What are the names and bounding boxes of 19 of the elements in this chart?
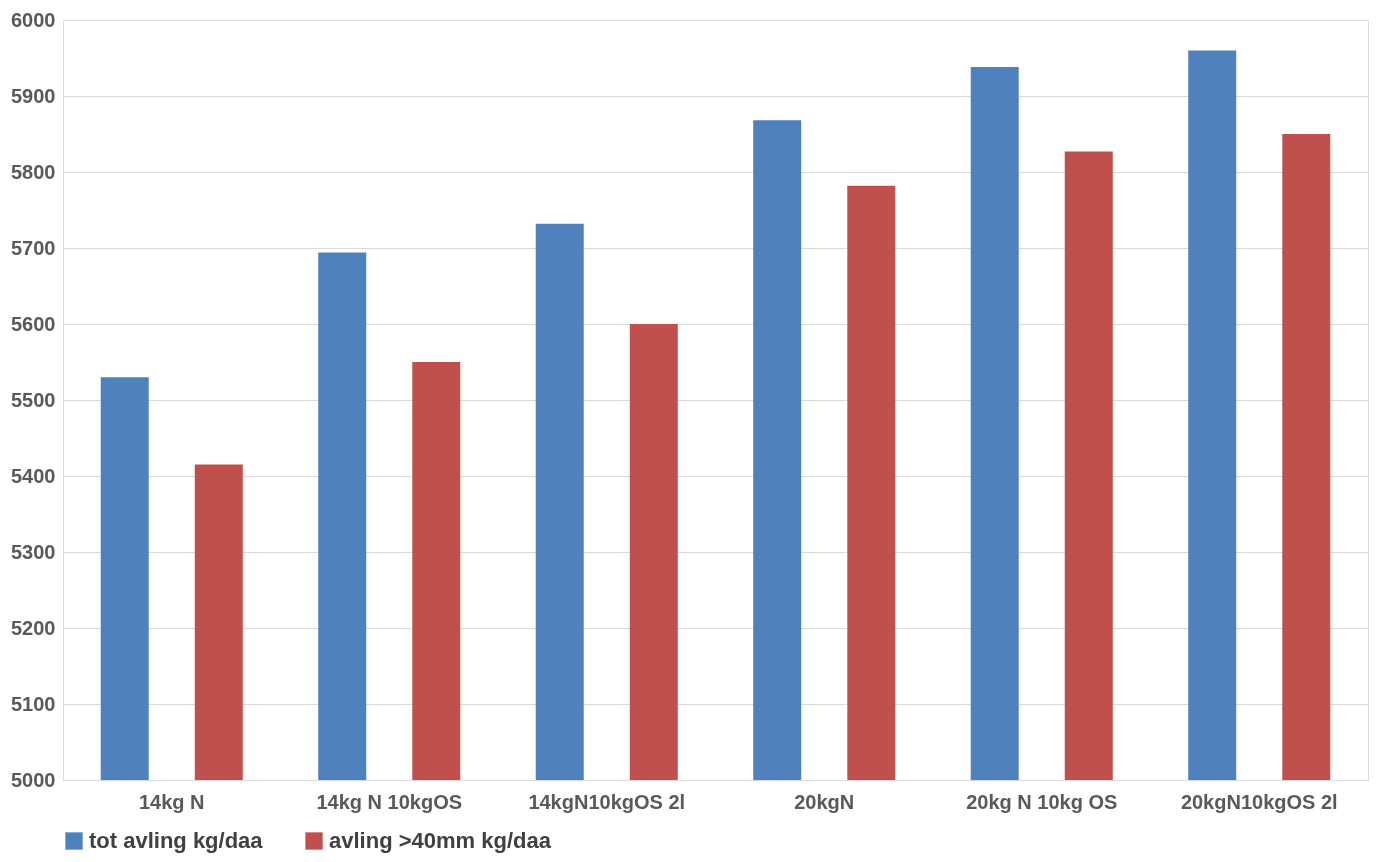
x-tick-label: 14kg N 10kgOS <box>316 790 463 813</box>
x-tick-label: 20kgN10kgOS 2l <box>1180 790 1338 813</box>
y-tick-label: 6000 <box>11 8 56 31</box>
y-tick-label: 5100 <box>11 692 56 715</box>
y-tick-label: 5300 <box>11 540 56 563</box>
y-tick-label: 5200 <box>11 616 56 639</box>
y-tick-label: 5700 <box>11 236 56 259</box>
y-tick-label: 5400 <box>11 464 56 487</box>
x-tick-label: 14kg N <box>138 790 205 813</box>
y-tick-label: 5000 <box>11 768 56 791</box>
x-tick-label: 14kgN10kgOS 2l <box>528 790 686 813</box>
legend-label: avling >40mm kg/daa <box>329 828 552 853</box>
y-tick-label: 5900 <box>11 84 56 107</box>
x-tick-label: 20kg N 10kg OS <box>966 790 1118 813</box>
y-tick-label: 5800 <box>11 160 56 183</box>
y-tick-label: 5500 <box>11 388 56 411</box>
legend-label: tot avling kg/daa <box>89 828 264 853</box>
y-tick-label: 5600 <box>11 312 56 335</box>
x-tick-label: 20kgN <box>794 790 855 813</box>
